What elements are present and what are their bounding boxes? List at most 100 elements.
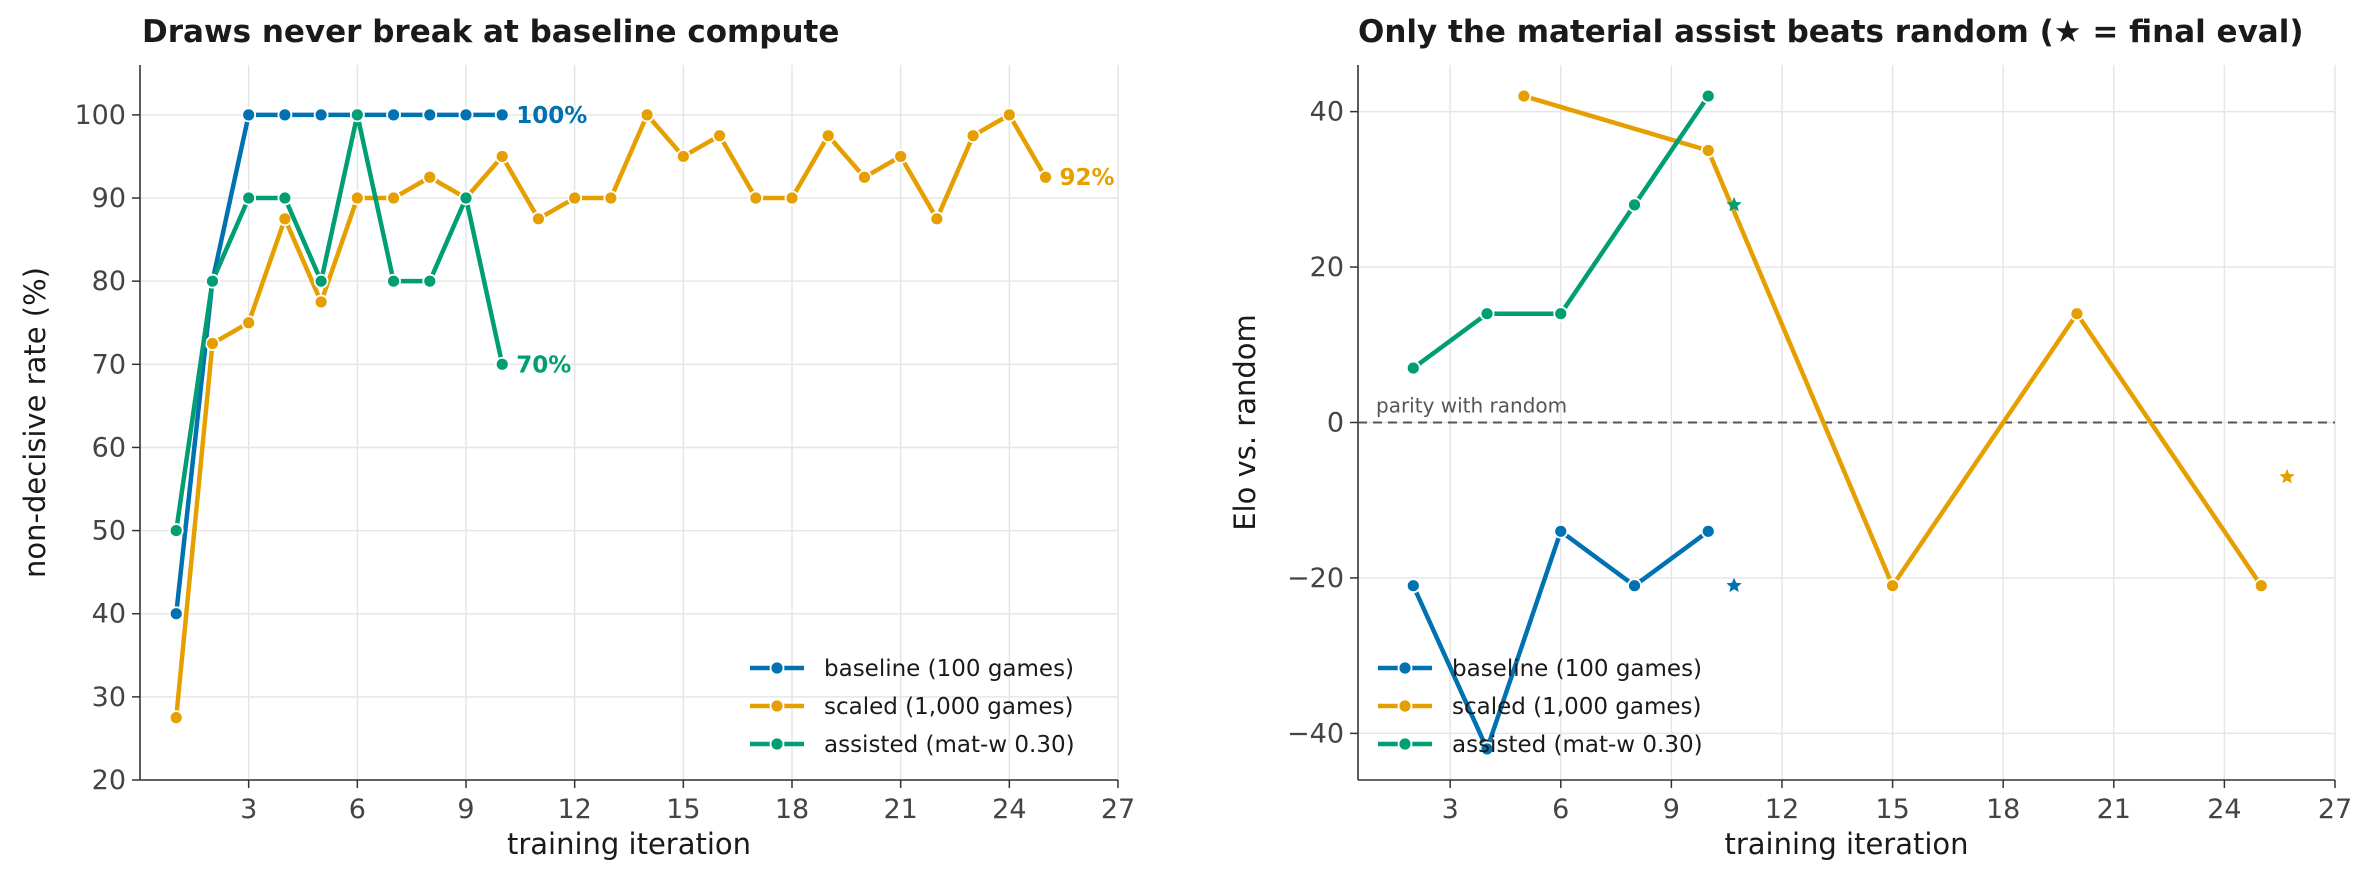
y-tick-label: 40 (1310, 97, 1344, 128)
series-baseline (1405, 523, 1742, 757)
legend-item-baseline: baseline (100 games) (750, 656, 1074, 682)
data-point (494, 356, 510, 372)
legend-item-baseline: baseline (100 games) (1378, 656, 1702, 682)
data-point (422, 273, 438, 289)
legend-label: scaled (1,000 games) (824, 694, 1074, 720)
y-axis-label: non-decisive rate (%) (18, 267, 52, 578)
x-tick-label: 18 (775, 794, 809, 825)
y-tick-label: −40 (1287, 718, 1344, 749)
x-tick-label: 12 (1765, 794, 1799, 825)
data-point (893, 149, 909, 164)
x-tick-label: 6 (1552, 794, 1569, 825)
data-point (1885, 578, 1900, 594)
data-point (422, 107, 438, 123)
chart-title: Only the material assist beats random (★… (1358, 14, 2304, 50)
data-point (205, 336, 220, 351)
y-tick-label: 20 (1310, 252, 1344, 283)
legend-swatch-marker (769, 660, 785, 676)
data-point (386, 107, 401, 123)
data-point (1700, 523, 1716, 539)
data-point (1038, 169, 1053, 185)
data-point (277, 190, 293, 206)
data-point (1553, 306, 1569, 322)
data-point (313, 273, 329, 289)
data-point (1405, 360, 1421, 376)
end-value-label: 92% (1060, 165, 1115, 191)
legend-label: scaled (1,000 games) (1452, 694, 1702, 720)
data-point (784, 190, 800, 206)
data-point (2253, 578, 2269, 594)
y-tick-label: 20 (92, 765, 126, 796)
data-point (168, 710, 184, 726)
y-tick-label: 50 (92, 516, 126, 547)
data-point (494, 107, 510, 123)
data-point (1627, 197, 1642, 213)
series-line (173, 112, 505, 616)
legend-swatch-marker (1397, 736, 1413, 752)
data-point (241, 315, 257, 331)
data-point (241, 107, 257, 123)
legend: baseline (100 games) scaled (1,000 games)… (750, 656, 1075, 758)
data-point (929, 211, 945, 227)
legend-item-scaled: scaled (1,000 games) (750, 694, 1074, 720)
data-point (603, 190, 619, 206)
data-point (1516, 88, 1532, 104)
end-value-label: 70% (516, 352, 571, 378)
grid-lines (140, 65, 1119, 781)
series-scaled: 92% (168, 107, 1115, 726)
y-tick-label: 0 (1327, 408, 1344, 439)
data-point (205, 273, 220, 289)
series-scaled (1516, 88, 2295, 594)
x-tick-label: 9 (1663, 794, 1680, 825)
legend-label: assisted (mat-w 0.30) (824, 732, 1075, 758)
data-point (748, 190, 764, 206)
data-point (241, 190, 257, 206)
data-point (639, 107, 655, 123)
final-eval-star (1726, 577, 1742, 593)
end-value-label: 100% (516, 103, 587, 129)
data-point (277, 107, 293, 123)
data-point (422, 169, 438, 185)
data-point (1627, 578, 1642, 594)
chart-panel-2: 3 6 9 12 15 18 21 24 27 −40 −20 0 20 40 Only the mater… (1228, 14, 2352, 861)
legend: baseline (100 games) scaled (1,000 games)… (1378, 656, 1703, 758)
y-tick-label: 30 (92, 682, 126, 713)
data-point (458, 190, 474, 206)
data-point (2069, 306, 2085, 322)
final-eval-star (1726, 196, 1742, 212)
x-tick-label: 15 (666, 794, 700, 825)
data-point (1405, 578, 1421, 594)
final-eval-star (2279, 468, 2295, 484)
legend-item-assisted: assisted (mat-w 0.30) (750, 732, 1075, 758)
data-point (277, 211, 293, 227)
series-assisted (1405, 88, 1742, 376)
y-tick-label: 100 (74, 100, 126, 131)
legend-swatch-marker (769, 698, 785, 714)
y-tick-label: 60 (92, 432, 126, 463)
data-point (965, 128, 981, 144)
x-tick-label: 15 (1875, 794, 1909, 825)
data-point (567, 190, 583, 206)
data-point (857, 169, 872, 185)
data-point (675, 149, 691, 164)
data-point (1700, 143, 1716, 158)
data-point (386, 190, 401, 206)
series-baseline: 100% (168, 103, 587, 622)
y-axis-label: Elo vs. random (1228, 314, 1262, 531)
x-tick-label: 3 (1442, 794, 1459, 825)
x-tick-label: 24 (992, 794, 1026, 825)
data-point (458, 107, 474, 123)
chart-title: Draws never break at baseline compute (142, 14, 839, 50)
data-point (1001, 107, 1017, 123)
data-point (313, 294, 329, 310)
data-point (168, 606, 184, 622)
chart-panel-1: 3 6 9 12 15 18 21 24 27 20 30 40 50 60 70 80 90 100 Draws … (18, 14, 1135, 861)
y-tick-label: 40 (92, 599, 126, 630)
data-point (313, 107, 329, 123)
legend-label: baseline (100 games) (824, 656, 1074, 682)
data-point (531, 211, 546, 227)
legend-swatch-marker (769, 736, 785, 752)
x-tick-label: 18 (1986, 794, 2020, 825)
legend-item-assisted: assisted (mat-w 0.30) (1378, 732, 1703, 758)
